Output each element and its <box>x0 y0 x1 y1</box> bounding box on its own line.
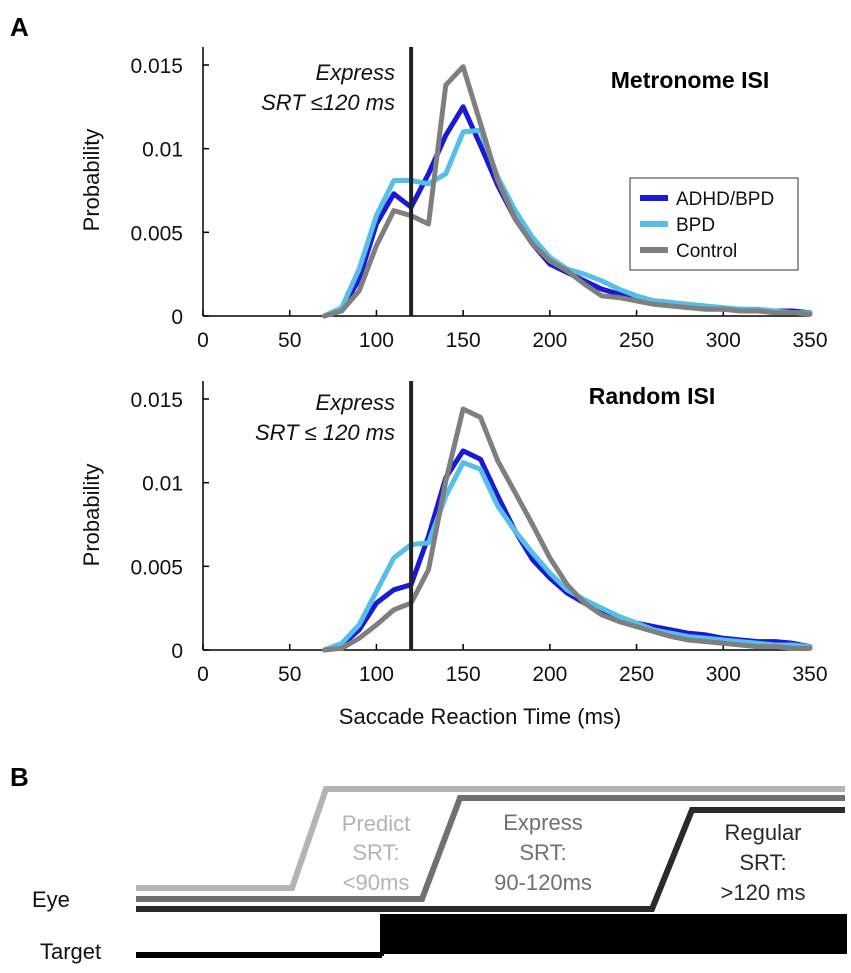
predict-label-line1: Predict <box>342 811 410 836</box>
x-tick-label: 150 <box>446 329 481 352</box>
eye-trace-express <box>136 795 845 902</box>
x-tick-label: 350 <box>792 329 827 352</box>
y-tick-label: 0.01 <box>142 139 183 162</box>
x-tick-label: 150 <box>446 663 481 686</box>
regular-label-line2: SRT: <box>739 850 786 875</box>
target-trace <box>136 914 847 956</box>
y-axis-title: Probability <box>79 129 104 232</box>
y-axis-title: Probability <box>79 464 104 567</box>
x-tick-label: 350 <box>792 663 827 686</box>
target-label: Target <box>40 939 101 964</box>
chart-metronome-isi: 0 50 100 150 200 250 300 350 0 0.005 0.01 0.015 Prob… <box>79 47 828 352</box>
legend-label-control: Control <box>676 241 737 262</box>
chart-random-isi: 0 50 100 150 200 250 300 350 0 0.005 0.01 0.015 Prob… <box>79 381 828 686</box>
panel-b-diagram: Eye Target Predict SRT: <90ms Express SR… <box>32 786 847 964</box>
predict-label-line2: SRT: <box>352 840 399 865</box>
regular-label-line1: Regular <box>724 820 801 845</box>
x-tick-label: 200 <box>532 329 567 352</box>
x-tick-label: 200 <box>532 663 567 686</box>
x-axis-title: Saccade Reaction Time (ms) <box>339 704 621 729</box>
x-tick-label: 0 <box>197 329 209 352</box>
y-tick-label: 0 <box>171 640 183 663</box>
x-tick-label: 0 <box>197 663 209 686</box>
express-annotation-line: Express <box>316 60 395 85</box>
x-tick-label: 50 <box>278 663 301 686</box>
express-annotation-line: SRT ≤ 120 ms <box>255 420 395 445</box>
x-tick-label: 250 <box>619 663 654 686</box>
y-tick-label: 0.005 <box>130 222 183 245</box>
x-tick-label: 50 <box>278 329 301 352</box>
legend-label-bpd: BPD <box>676 215 715 236</box>
chart-title: Metronome ISI <box>611 67 769 93</box>
chart-title: Random ISI <box>589 383 716 409</box>
panel-b-letter: B <box>10 762 29 792</box>
express-label-line3: 90-120ms <box>494 870 592 895</box>
y-tick-label: 0 <box>171 306 183 329</box>
eye-trace-regular <box>136 807 845 912</box>
series-line-control <box>321 406 813 653</box>
x-tick-label: 100 <box>359 663 394 686</box>
regular-label-line3: >120 ms <box>721 880 806 905</box>
y-tick-label: 0.015 <box>130 389 183 412</box>
eye-label: Eye <box>32 887 70 912</box>
x-tick-label: 250 <box>619 329 654 352</box>
predict-label-line3: <90ms <box>343 870 410 895</box>
legend: ADHD/BPD BPD Control <box>629 177 799 271</box>
y-tick-label: 0.01 <box>142 473 183 496</box>
series-line-control <box>321 64 813 319</box>
express-annotation-line: Express <box>316 390 395 415</box>
x-tick-label: 100 <box>359 329 394 352</box>
y-tick-label: 0.005 <box>130 556 183 579</box>
express-label-line2: SRT: <box>519 840 566 865</box>
x-tick-label: 300 <box>706 329 741 352</box>
x-tick-label: 300 <box>706 663 741 686</box>
y-tick-label: 0.015 <box>130 55 183 78</box>
eye-trace-predict <box>136 786 845 891</box>
series-line-adhd-bpd <box>321 448 813 653</box>
express-annotation-line: SRT ≤120 ms <box>261 90 395 115</box>
express-label-line1: Express <box>503 810 582 835</box>
series-line-bpd <box>321 460 813 653</box>
panel-a-letter: A <box>10 12 29 42</box>
legend-label-adhd-bpd: ADHD/BPD <box>676 189 774 210</box>
